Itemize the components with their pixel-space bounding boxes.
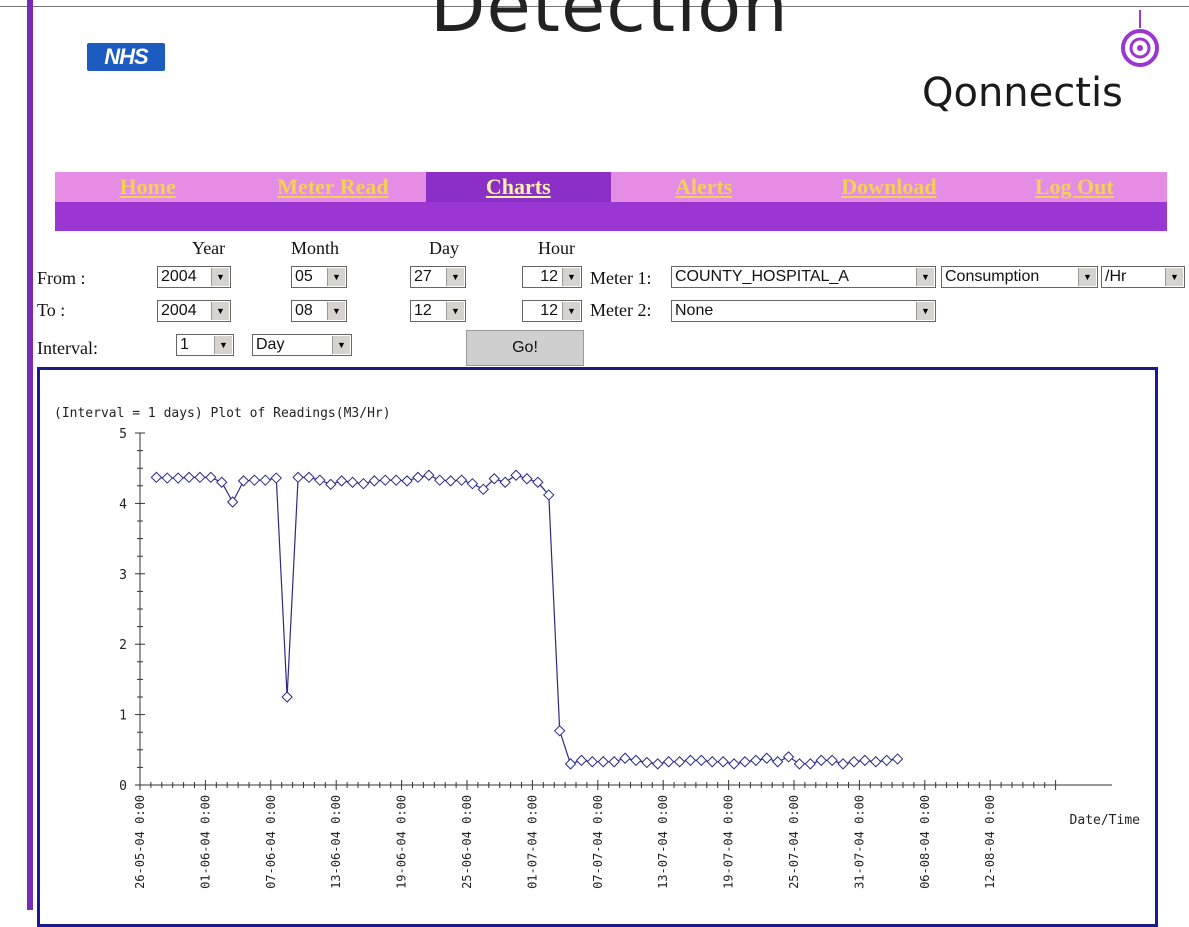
interval-unit-select[interactable]: Day ▼: [252, 334, 352, 356]
interval-label: Interval:: [37, 338, 98, 358]
measure-select[interactable]: Consumption ▼: [941, 266, 1098, 288]
from-day-value: 27: [414, 268, 432, 285]
chevron-down-icon: ▼: [1078, 268, 1096, 286]
nhs-logo-text: NHS: [104, 44, 148, 69]
qonnectis-symbol-icon: [1121, 10, 1159, 67]
from-hour-select[interactable]: 12 ▼: [522, 266, 582, 288]
chart-frame: [37, 367, 1158, 927]
chevron-down-icon: ▼: [327, 302, 345, 320]
year-header: Year: [192, 238, 226, 258]
meter2-select[interactable]: None ▼: [671, 300, 936, 322]
to-year-value: 2004: [161, 302, 197, 319]
left-accent-bar: [27, 0, 33, 910]
chevron-down-icon: ▼: [562, 268, 580, 286]
window-top-edge: [0, 0, 1189, 7]
from-label: From :: [37, 268, 86, 288]
from-month-select[interactable]: 05 ▼: [291, 266, 347, 288]
chart-title: (Interval = 1 days) Plot of Readings(M3/…: [54, 406, 391, 421]
chevron-down-icon: ▼: [211, 302, 229, 320]
to-year-select[interactable]: 2004 ▼: [157, 300, 231, 322]
chevron-down-icon: ▼: [1165, 268, 1183, 286]
rate-select[interactable]: /Hr ▼: [1101, 266, 1185, 288]
to-label: To :: [37, 300, 66, 320]
interval-value: 1: [180, 336, 189, 353]
meter1-label: Meter 1:: [590, 268, 652, 288]
chevron-down-icon: ▼: [214, 336, 232, 354]
chevron-down-icon: ▼: [562, 302, 580, 320]
interval-value-select[interactable]: 1 ▼: [176, 334, 234, 356]
to-hour-select[interactable]: 12 ▼: [522, 300, 582, 322]
main-nav: Home Meter Read Charts Alerts Download L…: [55, 172, 1167, 202]
go-button[interactable]: Go!: [466, 330, 584, 366]
chevron-down-icon: ▼: [327, 268, 345, 286]
chevron-down-icon: ▼: [916, 302, 934, 320]
chevron-down-icon: ▼: [446, 302, 464, 320]
chevron-down-icon: ▼: [332, 336, 350, 354]
qonnectis-logo: Qonnectis: [922, 70, 1123, 116]
day-header: Day: [429, 238, 459, 258]
chevron-down-icon: ▼: [211, 268, 229, 286]
to-day-value: 12: [414, 302, 432, 319]
rate-value: /Hr: [1105, 268, 1127, 285]
meter1-value: COUNTY_HOSPITAL_A: [675, 268, 849, 285]
from-day-select[interactable]: 27 ▼: [410, 266, 466, 288]
to-hour-value: 12: [540, 302, 558, 319]
chevron-down-icon: ▼: [916, 268, 934, 286]
nav-alerts[interactable]: Alerts: [674, 174, 733, 199]
nav-download[interactable]: Download: [841, 174, 937, 199]
from-hour-value: 12: [540, 268, 558, 285]
nav-home[interactable]: Home: [119, 174, 176, 199]
month-header: Month: [291, 238, 340, 258]
nav-log-out[interactable]: Log Out: [1034, 174, 1114, 199]
interval-unit-value: Day: [256, 336, 285, 353]
from-year-value: 2004: [161, 268, 197, 285]
to-month-value: 08: [295, 302, 313, 319]
nhs-logo: NHS: [87, 43, 165, 71]
measure-value: Consumption: [945, 268, 1040, 285]
to-month-select[interactable]: 08 ▼: [291, 300, 347, 322]
from-month-value: 05: [295, 268, 313, 285]
meter2-label: Meter 2:: [590, 300, 652, 320]
meter1-select[interactable]: COUNTY_HOSPITAL_A ▼: [671, 266, 936, 288]
nav-charts[interactable]: Charts: [425, 172, 611, 202]
from-year-select[interactable]: 2004 ▼: [157, 266, 231, 288]
hour-header: Hour: [538, 238, 575, 258]
nav-underline-strip: [55, 202, 1167, 231]
meter2-value: None: [675, 302, 714, 319]
nav-meter-read[interactable]: Meter Read: [277, 174, 389, 199]
slide-title-fragment: Detection: [430, 0, 789, 48]
to-day-select[interactable]: 12 ▼: [410, 300, 466, 322]
chevron-down-icon: ▼: [446, 268, 464, 286]
